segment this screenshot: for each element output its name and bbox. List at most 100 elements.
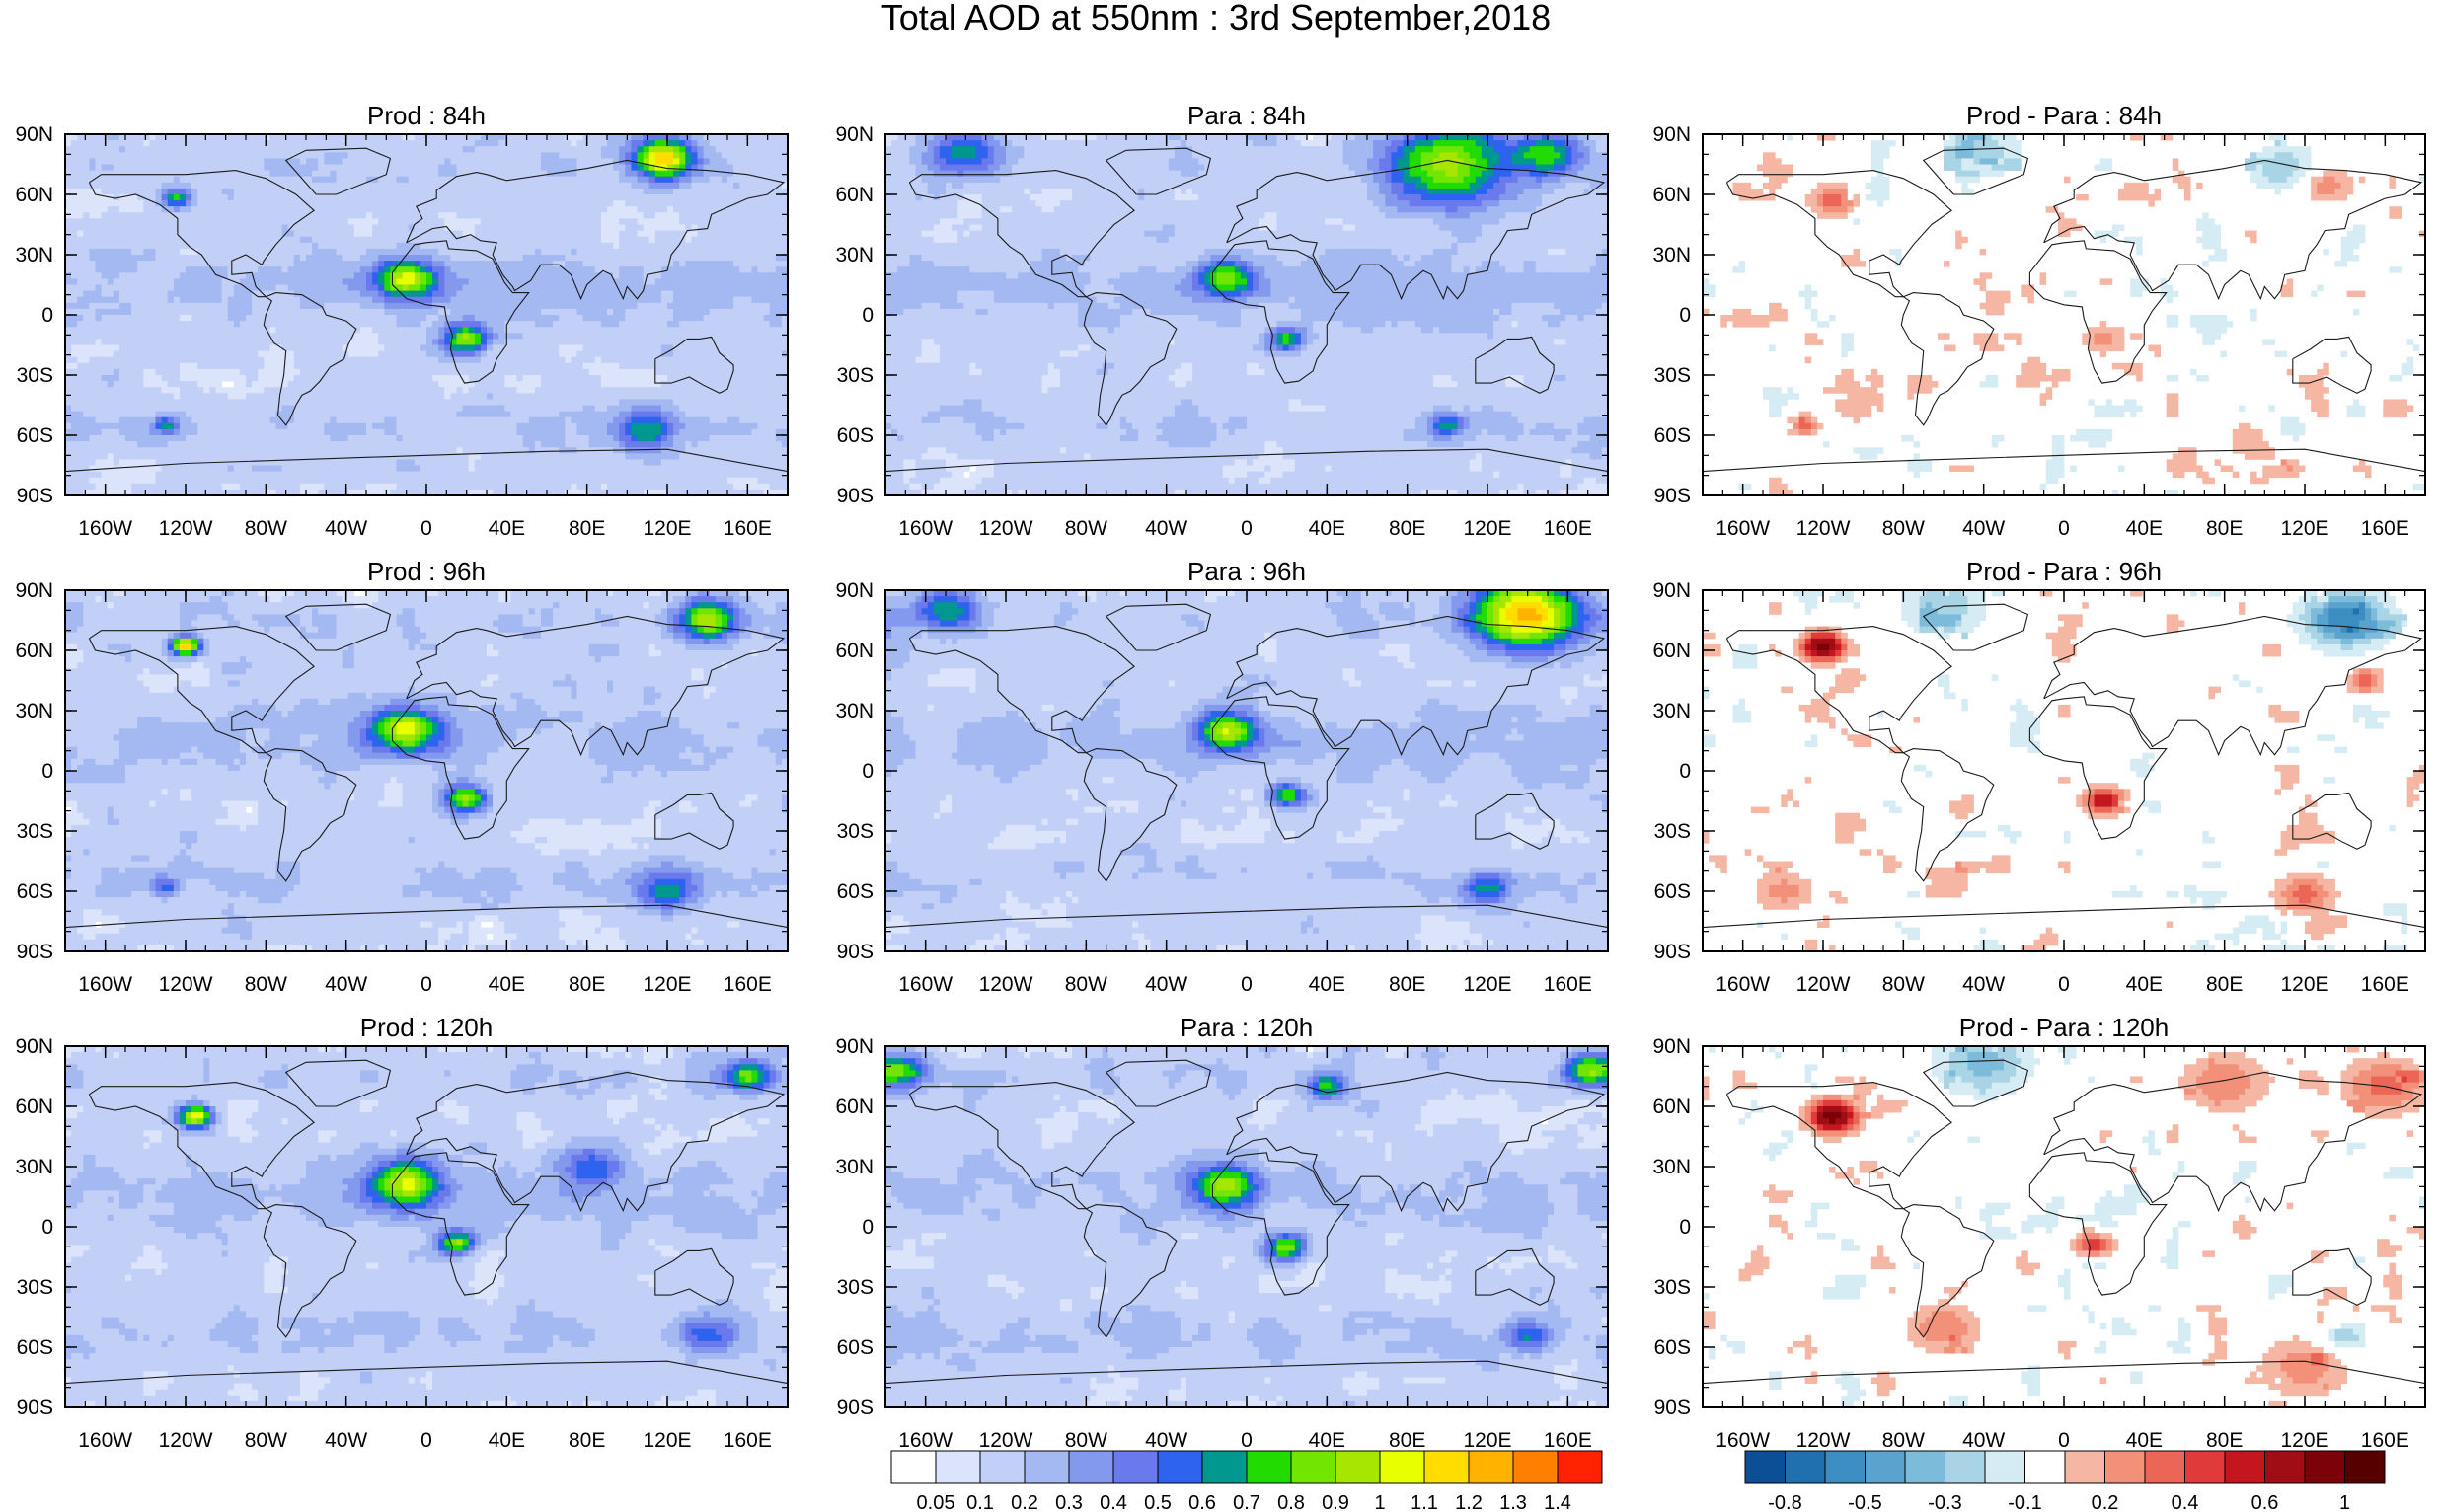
x-tick-label: 40E <box>2126 517 2163 540</box>
x-tick-label: 120W <box>159 973 213 996</box>
x-tick-label: 40E <box>1309 973 1345 996</box>
y-tick-label: 30S <box>1654 364 1691 387</box>
colorbar-swatch <box>1945 1450 1986 1484</box>
map-panel: 160W 120W 80W 40W 0 40E 80E 120E 160E 90N 60N 30N 0 3… <box>15 1013 789 1452</box>
coastlines <box>65 1059 788 1385</box>
aod-field <box>1703 134 2425 495</box>
y-tick-label: 90N <box>15 123 53 146</box>
y-tick-label: 60N <box>1652 640 1691 662</box>
colorbar-swatch <box>1201 1450 1248 1484</box>
colorbar-label: 1 <box>1374 1492 1385 1512</box>
y-tick-label: 30N <box>1652 244 1691 266</box>
colorbar-label: 1.2 <box>1455 1492 1483 1512</box>
colorbar-swatch <box>1290 1450 1336 1484</box>
y-tick-label: 0 <box>1679 1216 1691 1239</box>
map-panel: 160W 120W 80W 40W 0 40E 80E 120E 160E 90N 60N 30N 0 3… <box>1652 557 2426 996</box>
y-tick-label: 60S <box>837 1336 874 1359</box>
colorbar-swatch <box>1423 1450 1470 1484</box>
colorbar-swatch <box>1468 1450 1514 1484</box>
panel-title: Para : 120h <box>1181 1013 1313 1042</box>
x-tick-label: 160E <box>2361 973 2409 996</box>
y-tick-label: 0 <box>1679 760 1691 783</box>
colorbar-swatch <box>1824 1450 1866 1484</box>
map-panel: 160W 120W 80W 40W 0 40E 80E 120E 160E 90N 60N 30N 0 3… <box>835 1013 1609 1452</box>
y-tick-label: 60N <box>15 184 53 206</box>
y-tick-label: 90S <box>17 1397 53 1419</box>
y-tick-label: 30N <box>1652 700 1691 722</box>
colorbar-label: -0.8 <box>1768 1492 1801 1512</box>
x-tick-label: 80W <box>1065 1429 1107 1452</box>
colorbar-label: -0.3 <box>1928 1492 1961 1512</box>
colorbar-label: 0.9 <box>1322 1492 1349 1512</box>
x-tick-label: 40W <box>1145 517 1187 540</box>
colorbar-swatch <box>2264 1450 2306 1484</box>
x-tick-label: 120E <box>643 1429 691 1452</box>
colorbar-label: 0.3 <box>1055 1492 1083 1512</box>
y-tick-label: 30N <box>835 1156 874 1178</box>
x-tick-label: 160W <box>1716 1429 1770 1452</box>
y-tick-label: 0 <box>862 760 874 783</box>
x-tick-label: 80W <box>245 517 287 540</box>
y-tick-label: 30S <box>837 820 874 843</box>
x-tick-label: 120W <box>1796 517 1851 540</box>
x-tick-label: 120W <box>159 517 213 540</box>
colorbar-swatch <box>979 1450 1026 1484</box>
map-panel: 160W 120W 80W 40W 0 40E 80E 120E 160E 90N 60N 30N 0 3… <box>835 101 1609 540</box>
y-tick-label: 0 <box>1679 304 1691 327</box>
x-tick-label: 40E <box>2126 973 2163 996</box>
x-tick-label: 40E <box>1309 1429 1345 1452</box>
y-tick-label: 30S <box>1654 820 1691 843</box>
x-tick-label: 160W <box>78 517 132 540</box>
y-tick-label: 30S <box>837 364 874 387</box>
y-tick-label: 30N <box>15 244 53 266</box>
x-tick-label: 120W <box>979 973 1033 996</box>
x-tick-label: 160E <box>1544 973 1592 996</box>
colorbar-label: 0.7 <box>1233 1492 1260 1512</box>
y-tick-label: 60N <box>835 640 874 662</box>
y-tick-label: 60S <box>17 424 53 447</box>
y-tick-label: 90S <box>837 1397 874 1419</box>
x-tick-label: 80E <box>569 973 605 996</box>
colorbar-swatch <box>2064 1450 2105 1484</box>
colorbar-swatch <box>1744 1450 1786 1484</box>
x-tick-label: 80W <box>245 973 287 996</box>
y-tick-label: 90S <box>17 941 53 963</box>
x-tick-label: 160W <box>898 1429 953 1452</box>
colorbar-label: 0.8 <box>1277 1492 1305 1512</box>
x-tick-label: 40E <box>2126 1429 2163 1452</box>
x-tick-label: 80E <box>569 1429 605 1452</box>
coastlines <box>65 603 788 929</box>
x-tick-label: 160E <box>724 1429 772 1452</box>
y-tick-label: 30S <box>837 1276 874 1299</box>
colorbar-swatch <box>935 1450 981 1484</box>
x-tick-label: 160W <box>1716 973 1770 996</box>
colorbar-swatch <box>2224 1450 2265 1484</box>
x-tick-label: 160W <box>1716 517 1770 540</box>
coastlines <box>1703 1059 2425 1385</box>
x-tick-label: 40W <box>325 517 367 540</box>
y-tick-label: 30S <box>17 1276 53 1299</box>
panel-title: Para : 96h <box>1187 557 1306 586</box>
y-tick-label: 30N <box>1652 1156 1691 1178</box>
y-tick-label: 90N <box>15 579 53 602</box>
y-tick-label: 30S <box>17 364 53 387</box>
x-tick-label: 0 <box>420 517 432 540</box>
x-tick-label: 120E <box>2280 517 2328 540</box>
y-tick-label: 60S <box>1654 424 1691 447</box>
x-tick-label: 120W <box>979 517 1033 540</box>
x-tick-label: 120E <box>1463 973 1511 996</box>
colorbar-label: -0.1 <box>2008 1492 2041 1512</box>
y-tick-label: 60N <box>835 184 874 206</box>
x-tick-label: 40E <box>489 1429 525 1452</box>
y-tick-label: 90S <box>1654 485 1691 507</box>
x-tick-label: 120E <box>2280 973 2328 996</box>
colorbar-label: 0.5 <box>1144 1492 1172 1512</box>
y-tick-label: 90N <box>835 123 874 146</box>
x-tick-label: 120E <box>1463 1429 1511 1452</box>
colorbar-difference: -0.8 -0.5 -0.3 -0.1 0.2 0.4 0.6 1 <box>1744 1450 2386 1512</box>
colorbar-swatch <box>1557 1450 1603 1484</box>
x-tick-label: 160E <box>724 517 772 540</box>
aod-field <box>65 134 788 495</box>
x-tick-label: 80E <box>2206 973 2243 996</box>
colorbar-label: 0.2 <box>2092 1492 2119 1512</box>
